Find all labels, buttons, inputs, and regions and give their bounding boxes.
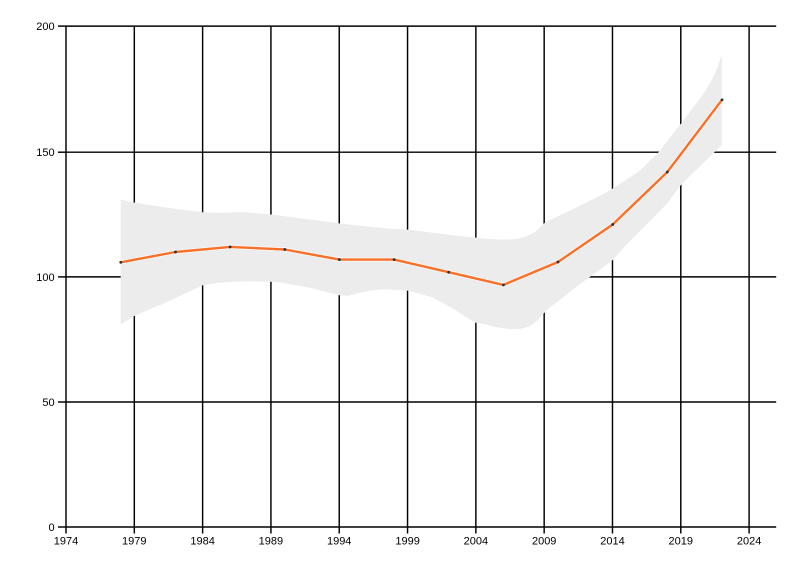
svg-text:1989: 1989 (259, 536, 283, 548)
svg-text:100: 100 (36, 272, 54, 284)
svg-text:1974: 1974 (54, 536, 78, 548)
svg-text:2024: 2024 (737, 536, 761, 548)
svg-text:2014: 2014 (600, 536, 624, 548)
svg-text:2019: 2019 (669, 536, 693, 548)
svg-text:1994: 1994 (327, 536, 351, 548)
svg-text:50: 50 (42, 397, 54, 409)
svg-text:200: 200 (36, 21, 54, 33)
svg-text:2004: 2004 (464, 536, 488, 548)
svg-text:1984: 1984 (190, 536, 214, 548)
svg-text:150: 150 (36, 147, 54, 159)
svg-text:1979: 1979 (122, 536, 146, 548)
svg-text:2009: 2009 (532, 536, 556, 548)
svg-text:1999: 1999 (395, 536, 419, 548)
svg-text:0: 0 (48, 522, 54, 534)
